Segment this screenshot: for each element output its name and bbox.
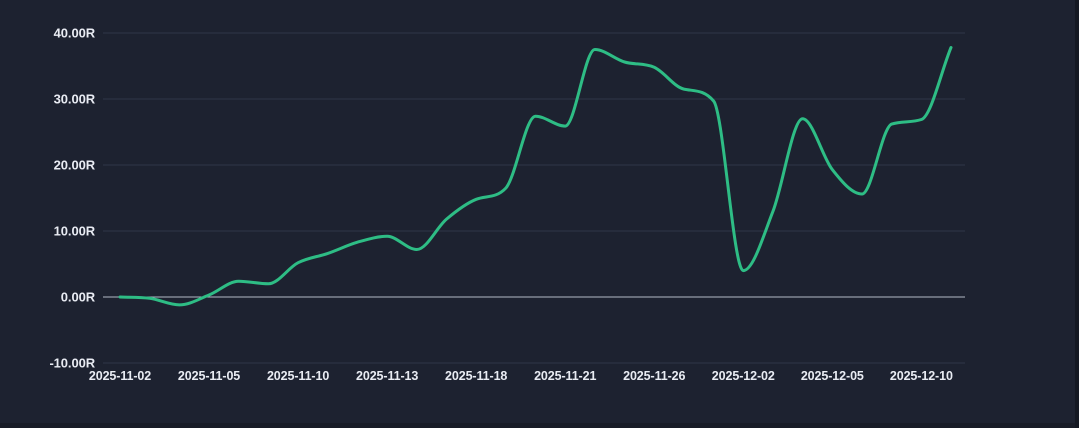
y-axis-tick-label: 0.00R [61, 290, 96, 305]
x-axis-tick-label: 2025-11-18 [445, 369, 507, 383]
right-edge [1075, 0, 1079, 428]
y-axis-tick-label: 20.00R [54, 158, 96, 173]
x-axis-tick-label: 2025-11-21 [534, 369, 596, 383]
y-axis-tick-label: 40.00R [54, 26, 96, 41]
y-axis-tick-label: -10.00R [49, 356, 95, 371]
y-axis-tick-label: 10.00R [54, 224, 96, 239]
x-axis-tick-label: 2025-11-02 [89, 369, 151, 383]
series-line [118, 46, 953, 307]
x-axis-tick-label: 2025-11-13 [356, 369, 418, 383]
x-axis-tick-label: 2025-11-26 [623, 369, 685, 383]
bottom-edge [0, 423, 1079, 428]
y-axis-tick-label: 30.00R [54, 92, 96, 107]
x-axis-tick-label: 2025-12-02 [712, 369, 775, 383]
x-axis-tick-label: 2025-11-05 [178, 369, 240, 383]
x-axis-tick-label: 2025-11-10 [267, 369, 329, 383]
x-axis-tick-label: 2025-12-05 [801, 369, 864, 383]
x-axis-tick-label: 2025-12-10 [890, 369, 953, 383]
